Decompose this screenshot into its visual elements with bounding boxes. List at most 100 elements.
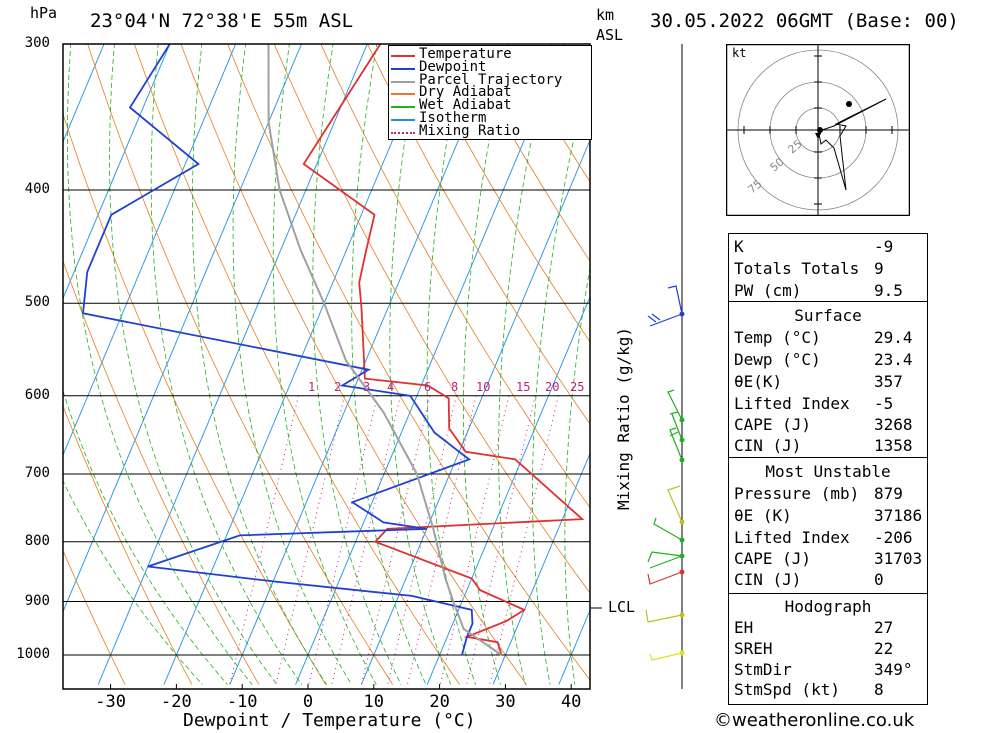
wind-level-dot (679, 650, 685, 656)
dry-adiabat-line (460, 44, 590, 262)
legend-item: Mixing Ratio (389, 122, 591, 139)
index-value: 9 (874, 259, 884, 278)
legend-label: Mixing Ratio (419, 122, 521, 139)
index-value: 9.5 (874, 281, 903, 300)
dry-adiabat-line (63, 112, 327, 685)
hodograph-trace (817, 98, 887, 191)
mixing-ratio-label: 8 (451, 380, 459, 394)
mixing-ratio-label: 4 (387, 380, 395, 394)
dry-adiabat-line (916, 0, 1000, 685)
wind-barb (649, 652, 683, 661)
isotherm-line (426, 295, 590, 685)
hodograph-point (846, 101, 852, 107)
surface-row: CIN (J) 1358 (734, 436, 913, 455)
wind-level-dot (679, 553, 685, 559)
mixing-ratio-label: 3 (363, 380, 371, 394)
pressure-tick-label: 800 (24, 532, 50, 549)
hpa-unit-label: hPa (30, 4, 58, 22)
temperature-tick-label: 0 (302, 692, 314, 712)
temperature-tick-label: -10 (226, 692, 258, 712)
hodo-row: SREH 22 (734, 639, 894, 658)
surface-row: Temp (°C) 29.4 (734, 328, 913, 347)
wind-barb (647, 285, 683, 327)
mixing-ratio-label: 1 (308, 380, 316, 394)
temperature-tick-label: 20 (429, 692, 450, 712)
wet-adiabat-line (66, 44, 253, 685)
indices-table: K -9 Totals Totals 9 PW (cm) 9.5 (728, 233, 928, 303)
isotherm-line (360, 139, 590, 685)
wind-level-dot (679, 537, 685, 543)
hodo-row: StmSpd (kt) 8 (734, 680, 884, 699)
dry-adiabat-line (63, 549, 126, 685)
legend-swatch (391, 131, 415, 134)
mixing-ratio-label: 20 (545, 380, 560, 394)
pressure-tick-label: 400 (24, 180, 50, 197)
chart-legend: Temperature Dewpoint Parcel Trajectory Dry … (388, 45, 592, 140)
dry-adiabat-line (133, 44, 460, 685)
dry-adiabat-line (0, 0, 58, 685)
wind-barb (645, 609, 683, 623)
mixing-ratio-line (360, 395, 431, 685)
mu-row: Pressure (mb) 879 (734, 484, 903, 503)
mixing-ratio-label: 10 (476, 380, 491, 394)
dry-adiabat-line (63, 259, 260, 685)
wind-barb (669, 427, 683, 461)
mu-row: CAPE (J) 31703 (734, 549, 923, 568)
wind-barbs (645, 285, 685, 661)
wind-level-dot (679, 519, 685, 525)
hodograph-stats-table: Hodograph EH 27 SREH 22 StmDir 349° StmSpd … (728, 593, 928, 705)
dry-adiabat-line (87, 44, 394, 685)
index-label: PW (cm) (734, 281, 802, 300)
isotherm-line (63, 44, 237, 457)
km-unit-label: km (596, 6, 615, 24)
dry-adiabat-line (367, 44, 590, 425)
pressure-tick-label: 600 (24, 386, 50, 403)
wind-barb (653, 517, 683, 541)
legend-item: Wet Adiabat (389, 97, 591, 113)
hodograph-unit: kt (732, 46, 746, 60)
hodo-row: EH 27 (734, 618, 894, 637)
legend-swatch (391, 55, 415, 57)
index-row: Totals Totals 9 (729, 259, 927, 281)
mu-row: CIN (J) 0 (734, 570, 884, 589)
wet-adiabat-line (426, 44, 476, 685)
asl-unit-label: ASL (596, 26, 624, 44)
storm-motion-point (817, 127, 823, 133)
index-row: K -9 (729, 237, 927, 259)
temperature-tick-label: 30 (495, 692, 516, 712)
wet-adiabat-line (150, 44, 303, 685)
pressure-tick-label: 300 (24, 35, 50, 51)
wind-level-dot (679, 612, 685, 618)
mixing-ratio-label: 2 (334, 380, 342, 394)
dry-adiabat-line (413, 44, 590, 343)
legend-label: Isotherm (419, 110, 487, 126)
legend-item: Isotherm (389, 110, 591, 126)
legend-swatch (391, 93, 415, 96)
pressure-tick-label: 500 (24, 294, 50, 311)
lcl-label: LCL (608, 598, 636, 616)
pressure-tick-label: 700 (24, 464, 50, 481)
wet-adiabat-line (109, 44, 278, 685)
wet-adiabat-line (532, 65, 590, 685)
series-dewpoint (82, 44, 474, 656)
most-unstable-title: Most Unstable (765, 462, 891, 481)
dry-adiabat-line (320, 44, 590, 509)
series-parcel-trajectory (267, 44, 503, 656)
copyright-label[interactable]: ©weatheronline.co.uk (714, 710, 915, 731)
pressure-tick-label: 1000 (16, 646, 50, 662)
dry-adiabat-line (227, 44, 590, 681)
isotherm-line (97, 44, 368, 685)
wet-adiabat-line (272, 44, 377, 685)
mixing-ratio-label: 15 (516, 380, 531, 394)
surface-row: Dewp (°C) 23.4 (734, 350, 913, 369)
wet-adiabat-line (564, 265, 590, 685)
x-axis-title: Dewpoint / Temperature (°C) (183, 710, 476, 731)
isotherm-line (492, 452, 590, 685)
wet-adiabat-line (498, 44, 553, 685)
mixing-ratio-axis-title: Mixing Ratio (g/kg) (614, 326, 633, 510)
index-row: PW (cm) 9.5 (729, 281, 927, 303)
wind-barb (647, 571, 683, 585)
wind-barb (667, 485, 683, 523)
legend-label: Dewpoint (419, 58, 487, 75)
isotherm-line (63, 44, 302, 613)
